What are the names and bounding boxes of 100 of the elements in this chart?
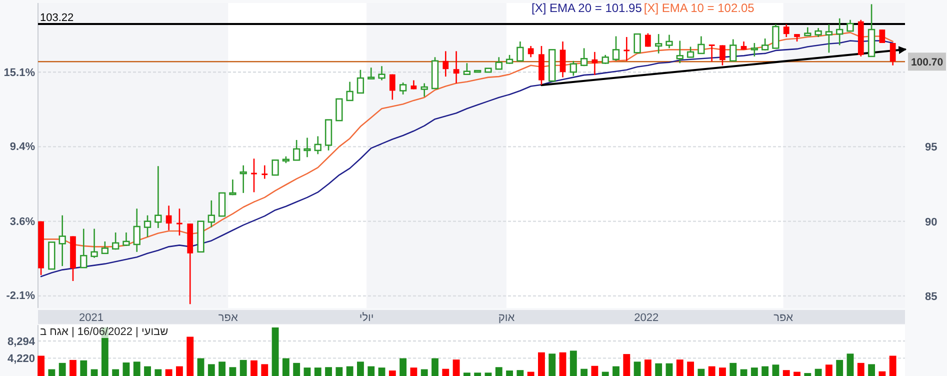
x-tick-label: 2022 — [634, 312, 659, 324]
candlestick — [144, 214, 152, 238]
bar — [772, 364, 780, 376]
candlestick — [133, 208, 140, 253]
bar — [368, 366, 375, 376]
ref-line-label: 100.70 — [910, 56, 944, 69]
bar — [548, 354, 556, 376]
y2-tick-label: -2.1% — [6, 290, 36, 302]
bar — [474, 372, 482, 376]
bar — [452, 360, 460, 376]
bar — [634, 362, 641, 376]
candlestick — [122, 232, 130, 247]
bar — [602, 372, 609, 376]
y2-tick-label: 3.6% — [10, 216, 36, 228]
candlestick — [708, 44, 715, 62]
bar — [516, 370, 524, 376]
bar — [38, 356, 44, 376]
candlestick — [783, 24, 790, 38]
bar — [197, 358, 204, 376]
candlestick — [836, 18, 844, 46]
candlestick — [272, 159, 279, 176]
candlestick — [645, 32, 651, 48]
bar — [676, 360, 684, 376]
bar — [463, 372, 470, 376]
ref-line-label: 103.22 — [40, 12, 74, 24]
candlestick — [58, 214, 66, 267]
bar — [762, 366, 769, 376]
bar — [538, 352, 545, 376]
bar — [293, 362, 300, 376]
bar — [644, 360, 652, 376]
bar — [484, 372, 492, 376]
candlestick — [262, 164, 268, 180]
bar — [591, 366, 598, 376]
candlestick — [634, 33, 641, 54]
bar — [90, 369, 98, 376]
candlestick — [399, 82, 407, 96]
bar — [868, 364, 875, 376]
x-tick-label: יולי — [359, 312, 374, 324]
candlestick — [580, 48, 588, 67]
bar — [495, 367, 502, 376]
bar — [304, 368, 311, 376]
candlestick — [346, 81, 354, 102]
bar — [782, 370, 790, 376]
y-tick-label: 90 — [925, 216, 938, 228]
annotation: שבועי | 16/06/2022 | אגח ב — [40, 326, 168, 338]
candlestick — [356, 69, 364, 94]
bar — [176, 366, 183, 376]
bar — [112, 369, 120, 376]
candlestick — [208, 200, 215, 228]
candlestick — [516, 40, 524, 62]
bar — [165, 369, 172, 376]
candlestick — [698, 36, 705, 54]
bar — [740, 369, 748, 376]
x-tick-label: אפר — [218, 312, 238, 324]
bar — [698, 368, 705, 376]
candlestick — [314, 136, 322, 155]
bar — [240, 360, 247, 376]
candlestick — [730, 38, 737, 62]
y-tick-label: 4,220 — [7, 353, 35, 366]
candlestick — [676, 40, 684, 64]
bar — [442, 368, 450, 376]
candlestick — [453, 50, 460, 84]
bar — [400, 358, 407, 376]
bar — [58, 362, 66, 376]
y2-tick-label: 9.4% — [10, 140, 36, 153]
bar — [250, 360, 258, 376]
bar — [889, 356, 896, 376]
candlestick — [612, 36, 620, 62]
bar — [378, 368, 386, 376]
bar — [282, 358, 290, 376]
bar — [623, 354, 630, 376]
candlestick — [218, 192, 226, 217]
bar — [346, 366, 354, 376]
candlestick — [495, 56, 502, 70]
bar — [730, 362, 737, 376]
text: [X] EMA 10 = 102.05 — [644, 1, 755, 15]
bar — [527, 372, 534, 376]
text: [X] EMA 20 = 101.95 — [532, 1, 642, 15]
bar — [261, 364, 268, 376]
bar — [357, 362, 364, 376]
bar — [814, 368, 822, 376]
x-tick-label: אוק — [498, 312, 515, 324]
candlestick — [463, 62, 471, 75]
bar — [70, 360, 76, 376]
x-tick-label: אפר — [774, 312, 794, 324]
candlestick — [304, 137, 311, 158]
candlestick — [442, 50, 449, 78]
bar — [48, 369, 56, 376]
bar — [580, 368, 588, 376]
bar — [144, 366, 151, 376]
candlestick — [655, 33, 662, 54]
candlestick — [686, 46, 694, 58]
candlestick — [846, 19, 854, 32]
bar — [133, 362, 140, 376]
bar — [208, 364, 215, 376]
bar — [687, 362, 694, 376]
bar — [846, 354, 854, 376]
y-tick-label: 95 — [925, 142, 938, 154]
bar — [708, 366, 716, 376]
bar — [804, 373, 812, 376]
